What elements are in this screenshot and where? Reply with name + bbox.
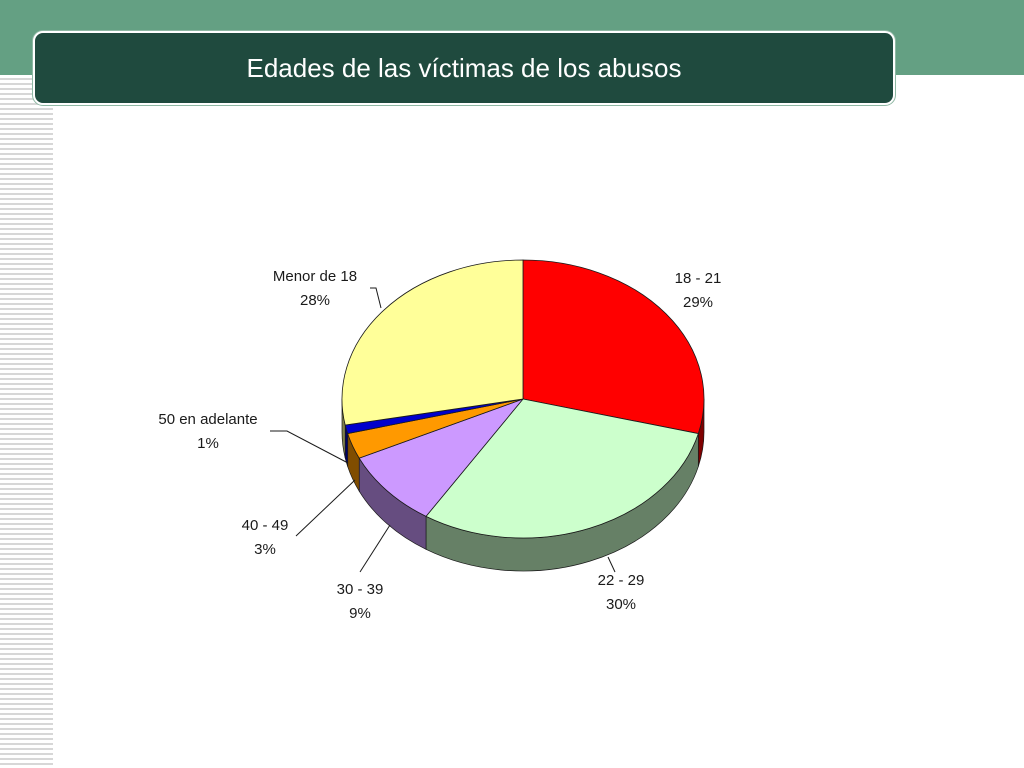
label-percent-18-21: 29%: [683, 294, 713, 311]
label-percent-menor-de-18: 28%: [300, 292, 330, 309]
pie-labels: 18 - 21 29% 22 - 29 30% 30 - 39 9% 40 - 49 3% 50…: [158, 268, 721, 622]
label-category-menor-de-18: Menor de 18: [273, 268, 357, 285]
label-category-40-49: 40 - 49: [242, 517, 289, 534]
pie-sides: [341, 398, 705, 572]
leader-line-50-en-adelante: [270, 430, 349, 464]
pie-slice-22-29: [425, 398, 699, 539]
pie-tops: [341, 259, 705, 539]
label-percent-50-en-adelante: 1%: [197, 435, 219, 452]
pie-slice-18-21: [522, 259, 705, 435]
label-category-22-29: 22 - 29: [598, 572, 645, 589]
label-category-30-39: 30 - 39: [337, 581, 384, 598]
label-category-18-21: 18 - 21: [675, 270, 722, 287]
slide-title: Edades de las víctimas de los abusos: [246, 52, 682, 83]
title-bar: Edades de las víctimas de los abusos: [33, 31, 895, 105]
leader-line-40-49: [295, 479, 356, 537]
leader-line-22-29: [607, 556, 616, 573]
pie-slice-menor-de-18: [341, 259, 524, 426]
label-percent-22-29: 30%: [606, 596, 636, 613]
pie-slice-30-39: [358, 398, 525, 517]
label-percent-30-39: 9%: [349, 605, 371, 622]
leader-line-menor-de-18: [370, 287, 382, 309]
decorative-stripes: [0, 75, 53, 768]
label-category-50-en-adelante: 50 en adelante: [158, 411, 257, 428]
leader-line-30-39: [359, 524, 391, 573]
label-percent-40-49: 3%: [254, 541, 276, 558]
